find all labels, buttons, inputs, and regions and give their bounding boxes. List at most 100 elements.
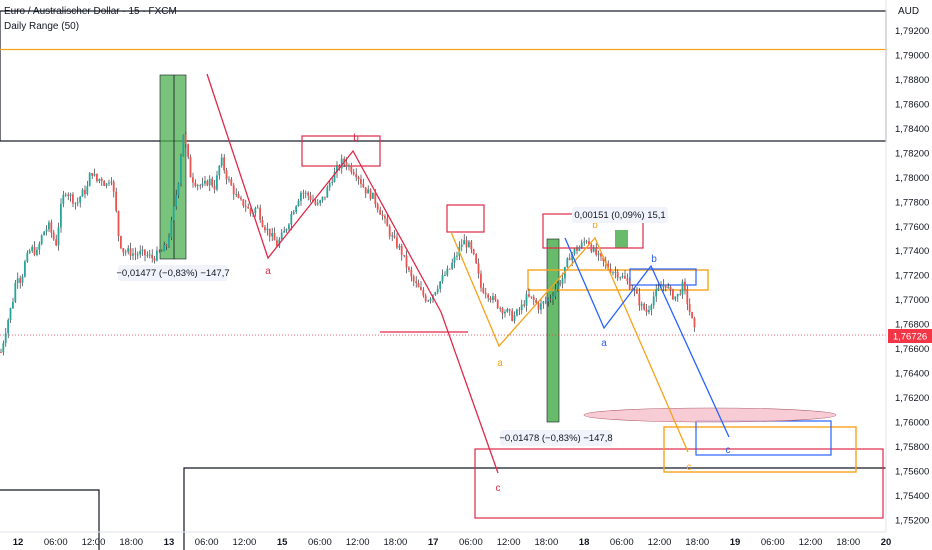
candle-body — [124, 251, 127, 253]
x-tick-label: 15 — [277, 537, 288, 548]
y-tick-label: 1,77400 — [895, 246, 929, 257]
candle-body — [415, 281, 417, 284]
candle-body — [628, 281, 631, 289]
zone-red-target — [474, 448, 884, 519]
candle-body — [427, 300, 429, 302]
time-axis[interactable]: 12 06:00 12:00 18:00 13 06:00 12:00 15 06:00 12:0… — [13, 537, 892, 548]
candle-body — [139, 250, 141, 255]
candle-body — [204, 180, 206, 184]
y-tick-label: 1,76800 — [895, 320, 929, 331]
range-box-bottom-right — [183, 467, 886, 550]
candle-body — [388, 226, 391, 237]
candle-body — [561, 278, 564, 284]
x-tick-label: 20 — [881, 537, 892, 548]
y-tick-label: 1,76600 — [895, 344, 929, 355]
candle-body — [372, 192, 374, 199]
wave-orange — [450, 231, 689, 453]
zone-blue-target — [695, 420, 832, 456]
candle-body — [187, 144, 189, 157]
candle-body — [182, 134, 185, 157]
candle-body — [554, 289, 557, 297]
candle-body — [110, 181, 113, 183]
candle-body — [117, 210, 120, 237]
y-tick-label: 1,78000 — [895, 173, 929, 184]
candle-body — [496, 299, 499, 308]
x-tick-label: 18:00 — [836, 537, 860, 548]
x-tick-label: 13 — [164, 537, 175, 548]
candle-body — [537, 302, 540, 310]
candle-body — [220, 157, 223, 166]
candle-body — [115, 191, 117, 211]
candle-body — [122, 248, 125, 253]
candle-body — [612, 272, 614, 274]
y-tick-label: 1,79000 — [895, 51, 929, 62]
candle-body — [319, 200, 321, 204]
candle-body — [621, 275, 624, 278]
label-red-a: a — [265, 266, 271, 277]
candle-body — [331, 181, 333, 183]
range-box-top — [0, 10, 887, 142]
candle-body — [129, 248, 132, 256]
candle-body — [93, 173, 96, 176]
candle-body — [170, 220, 173, 238]
candle-body — [297, 200, 300, 207]
candle-body — [304, 192, 307, 194]
x-tick-label: 19 — [730, 537, 741, 548]
candle-body — [544, 301, 547, 303]
candle-body — [688, 304, 691, 313]
candle-body — [508, 309, 511, 311]
wave-labels: a b c a b c a b c — [265, 133, 730, 494]
candle-body — [633, 289, 636, 291]
label-blue-b: b — [651, 254, 657, 265]
y-tick-label: 1,75200 — [895, 515, 929, 526]
candle-body — [280, 232, 283, 240]
candle-body — [374, 192, 377, 205]
candle-body — [693, 318, 696, 328]
candle-body — [434, 292, 437, 295]
candle-body — [600, 253, 602, 257]
candle-body — [520, 304, 523, 311]
label-orange-c: c — [687, 462, 692, 473]
zone-orange-target — [663, 426, 857, 473]
candle-body — [230, 179, 233, 186]
candle-body — [153, 258, 156, 261]
y-tick-label: 1,78200 — [895, 148, 929, 159]
candle-body — [504, 311, 506, 314]
candle-body — [228, 179, 230, 181]
candle-body — [105, 183, 108, 186]
candle-body — [357, 177, 360, 180]
candle-body — [177, 183, 180, 196]
candle-body — [50, 222, 53, 233]
candle-body — [218, 165, 221, 176]
measure-label-1-bg — [118, 265, 228, 281]
candle-body — [268, 228, 271, 237]
measure-label-3-bg — [572, 207, 668, 223]
x-tick-label: 18:00 — [534, 537, 558, 548]
currency-label: AUD — [898, 6, 920, 17]
label-orange-b: b — [592, 220, 598, 231]
candle-body — [595, 247, 597, 255]
x-tick-label: 12:00 — [497, 537, 521, 548]
candle-body — [60, 203, 62, 228]
candle-body — [249, 208, 252, 214]
candle-body — [175, 195, 177, 207]
candle-body — [463, 240, 465, 245]
candle-body — [396, 237, 398, 248]
x-tick-label: 18:00 — [119, 537, 143, 548]
label-blue-a: a — [601, 338, 607, 349]
candle-body — [74, 202, 77, 204]
y-tick-label: 1,75600 — [895, 466, 929, 477]
price-axis[interactable]: 1,79200 1,79000 1,78800 1,78600 1,78400 1,782… — [895, 26, 929, 526]
candle-body — [151, 254, 153, 259]
candle-body — [624, 275, 626, 279]
candle-body — [100, 178, 103, 182]
zone-red-2 — [446, 204, 485, 233]
candle-body — [7, 319, 9, 334]
candle-body — [38, 243, 41, 250]
candle-body — [412, 276, 415, 282]
candle-body — [616, 271, 619, 278]
indicator-label: Daily Range (50) — [4, 21, 80, 32]
candle-body — [261, 220, 264, 227]
candle-body — [489, 298, 492, 300]
